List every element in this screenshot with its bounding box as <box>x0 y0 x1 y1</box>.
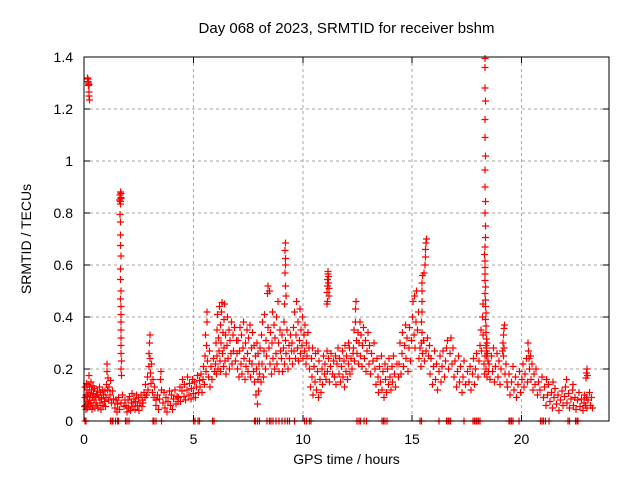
x-tick-label: 10 <box>295 431 311 447</box>
x-tick-label: 5 <box>190 431 198 447</box>
plot-border <box>83 56 610 422</box>
y-tick-label: 1.4 <box>54 49 74 65</box>
y-tick-label: 0.8 <box>54 205 74 221</box>
y-tick-label: 0.4 <box>54 309 74 325</box>
x-tick-label: 0 <box>80 431 88 447</box>
tick-labels: 0 5 10 15 20 0 0.2 0.4 0.6 0.8 1 1.2 1.4 <box>54 49 530 447</box>
gridlines <box>84 57 609 421</box>
x-axis-label: GPS time / hours <box>293 451 400 467</box>
y-tick-label: 0.2 <box>54 361 74 377</box>
chart-title: Day 068 of 2023, SRMTID for receiver bsh… <box>198 20 495 37</box>
y-tick-label: 1.2 <box>54 101 74 117</box>
x-tick-label: 20 <box>514 431 530 447</box>
x-tick-label: 15 <box>404 431 420 447</box>
y-tick-label: 0 <box>65 413 73 429</box>
y-tick-label: 0.6 <box>54 257 74 273</box>
axis-ticks <box>83 56 609 422</box>
y-tick-label: 1 <box>65 153 73 169</box>
